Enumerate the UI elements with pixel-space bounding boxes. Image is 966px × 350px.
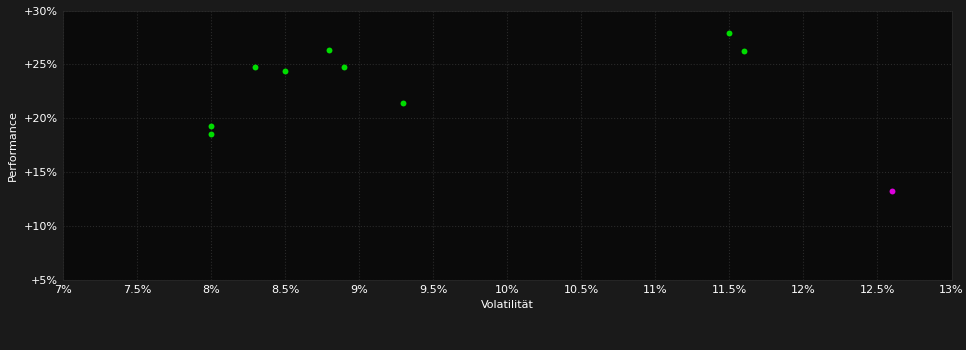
Y-axis label: Performance: Performance: [9, 110, 18, 181]
Point: [203, 132, 218, 137]
Point: [277, 68, 293, 74]
Point: [322, 48, 337, 53]
Point: [885, 188, 900, 193]
Point: [247, 64, 263, 69]
Point: [203, 123, 218, 129]
Point: [736, 49, 752, 54]
Point: [396, 100, 412, 106]
X-axis label: Volatilität: Volatilität: [481, 300, 533, 310]
Point: [722, 30, 737, 36]
Point: [336, 64, 352, 69]
